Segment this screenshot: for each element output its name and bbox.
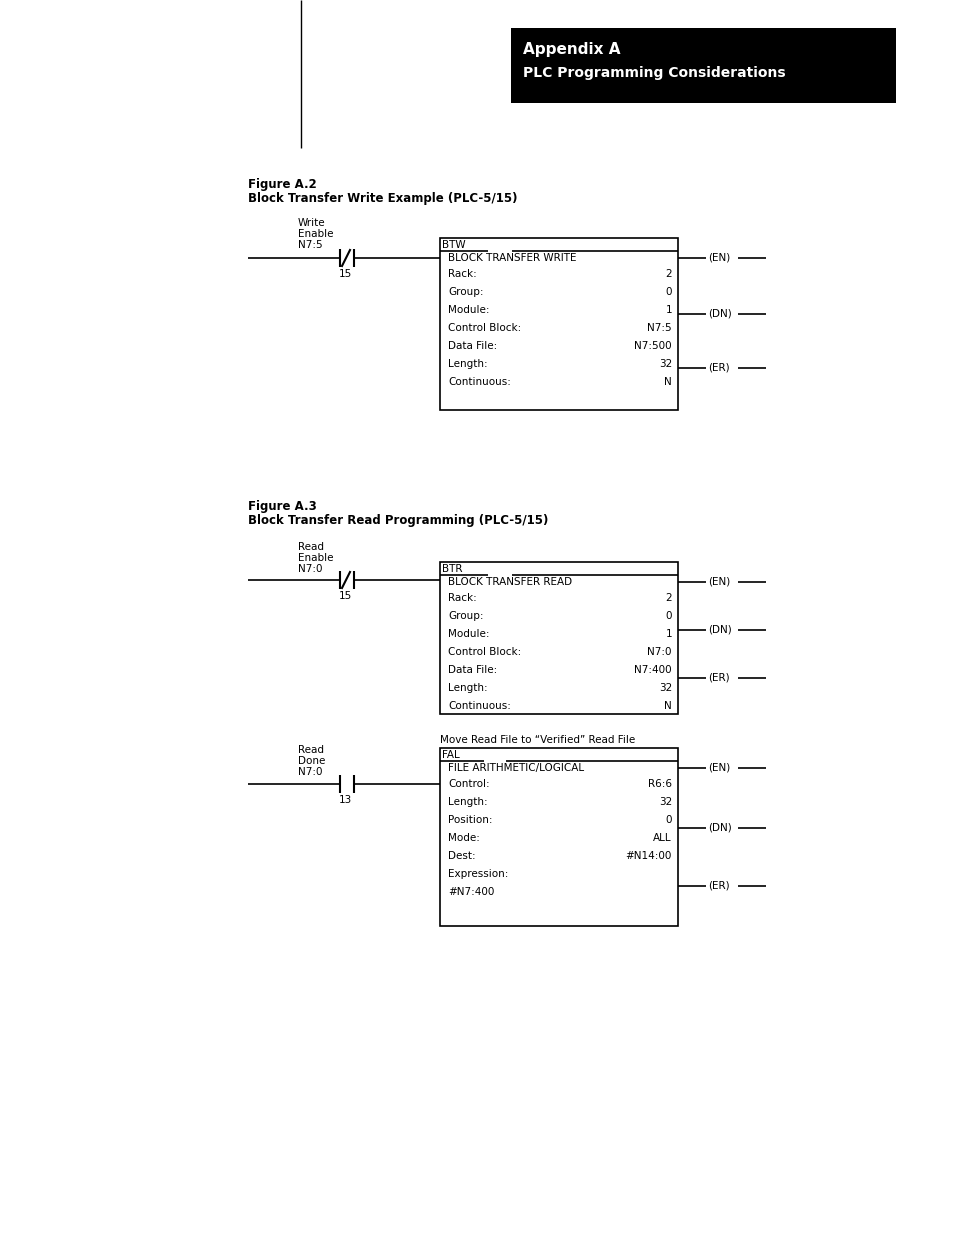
Text: Group:: Group: xyxy=(448,611,483,621)
Text: 1: 1 xyxy=(664,305,671,315)
Text: (DN): (DN) xyxy=(707,625,731,635)
Text: BLOCK TRANSFER READ: BLOCK TRANSFER READ xyxy=(448,577,572,587)
Text: Dest:: Dest: xyxy=(448,851,476,861)
Text: BLOCK TRANSFER WRITE: BLOCK TRANSFER WRITE xyxy=(448,253,576,263)
Text: Data File:: Data File: xyxy=(448,664,497,676)
Text: 15: 15 xyxy=(338,269,352,279)
Text: Continuous:: Continuous: xyxy=(448,701,511,711)
Text: Module:: Module: xyxy=(448,305,489,315)
Text: 2: 2 xyxy=(664,269,671,279)
Text: BTW: BTW xyxy=(441,240,465,249)
Text: (ER): (ER) xyxy=(707,363,729,373)
Text: Position:: Position: xyxy=(448,815,492,825)
Text: Figure A.3: Figure A.3 xyxy=(248,500,316,513)
Text: Length:: Length: xyxy=(448,359,487,369)
Text: Mode:: Mode: xyxy=(448,832,479,844)
Bar xyxy=(439,562,678,714)
Text: #N14:00: #N14:00 xyxy=(625,851,671,861)
Bar xyxy=(439,748,678,926)
Text: Module:: Module: xyxy=(448,629,489,638)
Text: N7:400: N7:400 xyxy=(634,664,671,676)
Text: 0: 0 xyxy=(665,815,671,825)
Text: Data File:: Data File: xyxy=(448,341,497,351)
Text: Group:: Group: xyxy=(448,287,483,296)
Bar xyxy=(511,28,895,103)
Text: Enable: Enable xyxy=(297,228,334,240)
Text: (EN): (EN) xyxy=(707,763,729,773)
Text: FAL: FAL xyxy=(441,750,459,760)
Text: N7:0: N7:0 xyxy=(297,767,322,777)
Text: Rack:: Rack: xyxy=(448,593,476,603)
Text: Move Read File to “Verified” Read File: Move Read File to “Verified” Read File xyxy=(439,735,635,745)
Text: (EN): (EN) xyxy=(707,577,729,587)
Text: Done: Done xyxy=(297,756,325,766)
Text: BTR: BTR xyxy=(441,564,462,574)
Text: Enable: Enable xyxy=(297,553,334,563)
Text: Control Block:: Control Block: xyxy=(448,324,520,333)
Text: Control:: Control: xyxy=(448,779,489,789)
Text: N: N xyxy=(663,377,671,387)
Bar xyxy=(439,238,678,410)
Text: Block Transfer Write Example (PLC-5/15): Block Transfer Write Example (PLC-5/15) xyxy=(248,191,517,205)
Text: Block Transfer Read Programming (PLC-5/15): Block Transfer Read Programming (PLC-5/1… xyxy=(248,514,548,527)
Text: 0: 0 xyxy=(665,287,671,296)
Text: 15: 15 xyxy=(338,592,352,601)
Text: R6:6: R6:6 xyxy=(647,779,671,789)
Text: Expression:: Expression: xyxy=(448,869,508,879)
Text: 0: 0 xyxy=(665,611,671,621)
Text: N7:5: N7:5 xyxy=(297,240,322,249)
Text: 32: 32 xyxy=(659,797,671,806)
Text: N7:0: N7:0 xyxy=(297,564,322,574)
Text: 32: 32 xyxy=(659,683,671,693)
Text: Write: Write xyxy=(297,219,325,228)
Text: N7:0: N7:0 xyxy=(647,647,671,657)
Text: PLC Programming Considerations: PLC Programming Considerations xyxy=(522,65,785,80)
Text: N7:5: N7:5 xyxy=(647,324,671,333)
Text: (DN): (DN) xyxy=(707,309,731,319)
Text: #N7:400: #N7:400 xyxy=(448,887,494,897)
Text: Appendix A: Appendix A xyxy=(522,42,619,57)
Text: ALL: ALL xyxy=(653,832,671,844)
Text: Figure A.2: Figure A.2 xyxy=(248,178,316,191)
Text: (EN): (EN) xyxy=(707,253,729,263)
Text: Control Block:: Control Block: xyxy=(448,647,520,657)
Text: (ER): (ER) xyxy=(707,881,729,890)
Text: 13: 13 xyxy=(338,795,352,805)
Text: N: N xyxy=(663,701,671,711)
Text: Length:: Length: xyxy=(448,797,487,806)
Text: N7:500: N7:500 xyxy=(634,341,671,351)
Text: Continuous:: Continuous: xyxy=(448,377,511,387)
Text: 2: 2 xyxy=(664,593,671,603)
Text: Read: Read xyxy=(297,745,324,755)
Text: FILE ARITHMETIC/LOGICAL: FILE ARITHMETIC/LOGICAL xyxy=(448,763,583,773)
Text: 32: 32 xyxy=(659,359,671,369)
Text: Read: Read xyxy=(297,542,324,552)
Text: (DN): (DN) xyxy=(707,823,731,832)
Text: Rack:: Rack: xyxy=(448,269,476,279)
Text: 1: 1 xyxy=(664,629,671,638)
Text: (ER): (ER) xyxy=(707,673,729,683)
Text: Length:: Length: xyxy=(448,683,487,693)
